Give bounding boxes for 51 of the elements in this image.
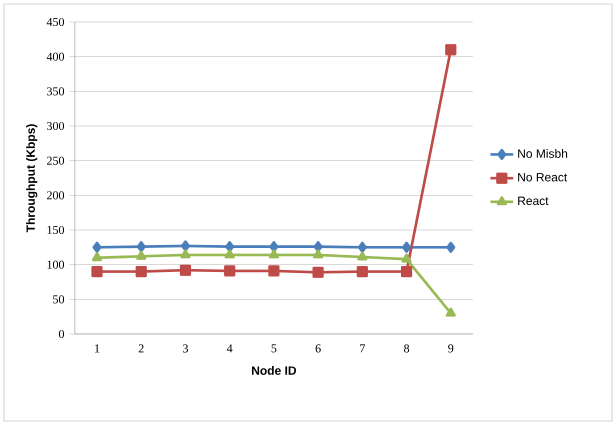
x-tick-label: 8: [404, 344, 410, 353]
x-tick-label: 1: [95, 344, 100, 352]
x-tick-label: 3: [183, 344, 188, 352]
point: [402, 242, 412, 253]
point: [136, 250, 146, 260]
y-tick-label: 250: [47, 156, 64, 165]
y-tick-label: 100: [48, 260, 64, 269]
x-tick-label: 6: [316, 344, 321, 352]
y-axis-title: Throughput (Kbps): [26, 124, 38, 232]
y-tick-label: 150: [48, 226, 64, 234]
point: [180, 249, 190, 258]
y-tick-label: 400: [46, 52, 64, 61]
x-tick-label: 5: [272, 344, 276, 352]
point: [445, 44, 456, 56]
point: [402, 254, 412, 263]
point: [312, 266, 324, 278]
point: [224, 265, 236, 277]
legend-label: No Misbh: [518, 149, 568, 158]
y-tick-label: 200: [47, 191, 64, 200]
point: [92, 252, 102, 262]
y-tick-label: 300: [47, 122, 64, 130]
legend-label: React: [518, 196, 548, 206]
point: [446, 308, 456, 317]
point: [356, 266, 368, 278]
y-tick-label: 350: [47, 87, 64, 96]
y-tick-label: 0: [58, 330, 64, 338]
x-tick-label: 2: [138, 344, 144, 352]
point: [225, 241, 234, 252]
point: [180, 264, 192, 276]
x-axis-title: Node ID: [252, 366, 296, 375]
point: [180, 240, 190, 252]
point: [358, 242, 367, 253]
point: [314, 241, 323, 252]
point: [91, 266, 103, 278]
x-tick-label: 7: [360, 344, 365, 352]
legend-label: No React: [518, 173, 568, 182]
point: [313, 249, 324, 258]
point: [268, 249, 279, 258]
x-tick-label: 9: [448, 344, 454, 352]
point: [268, 265, 280, 277]
point: [357, 251, 368, 261]
point: [269, 241, 278, 252]
point: [224, 249, 235, 258]
y-tick-label: 50: [53, 295, 64, 304]
point: [136, 241, 146, 252]
point: [92, 242, 102, 253]
y-tick-label: 450: [46, 18, 64, 26]
point: [136, 266, 147, 278]
point: [446, 242, 456, 253]
x-tick-label: 4: [226, 344, 232, 352]
point: [400, 266, 412, 278]
